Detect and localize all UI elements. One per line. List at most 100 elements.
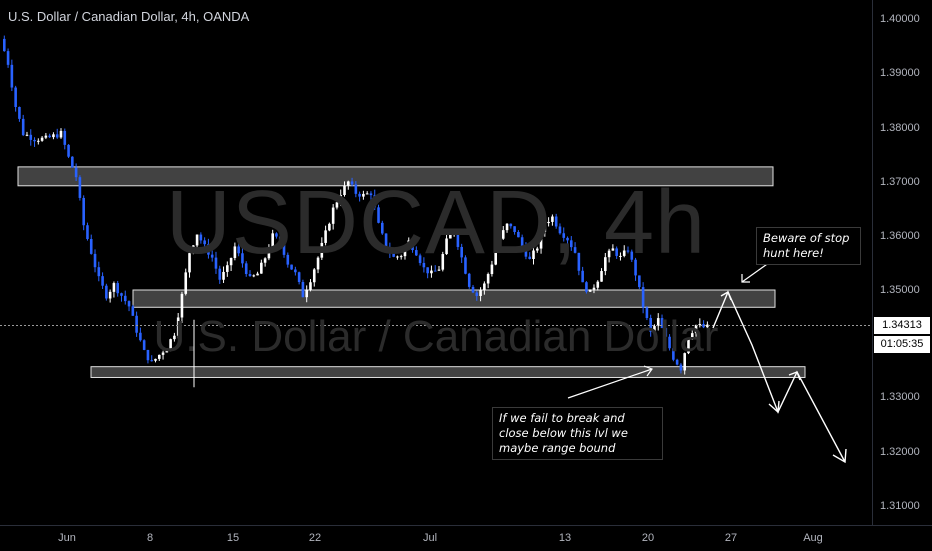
candle-body [354,184,358,194]
callout-arrows [567,261,771,399]
candle [139,327,142,342]
candle-body [297,272,301,283]
candle-body [78,177,82,198]
range-bound-note[interactable]: If we fail to break and close below this… [492,407,663,460]
candle [78,175,82,201]
candle-body [433,270,437,272]
candle-body [309,282,312,290]
candle-body [392,253,395,257]
candle [120,292,123,302]
candle-body [199,234,203,241]
candle-body [460,246,463,258]
candle-body [25,134,29,136]
candle-body [566,237,569,241]
candle-body [52,134,55,138]
candle-body [21,118,25,136]
candle-body [214,257,218,269]
candle-body [467,273,471,287]
candle [184,268,188,296]
candle-body [71,156,74,168]
time-tick: 20 [641,532,655,544]
candle-body [588,289,592,292]
candle-body [180,293,184,318]
candle [483,281,486,295]
candle [169,338,172,352]
candle [596,280,600,291]
zone-resistance[interactable] [17,166,774,187]
candle-body [139,332,142,341]
candle [86,222,89,241]
candle [471,284,475,294]
price-axis[interactable]: 1.40000 1.39000 1.38000 1.37000 1.36000 … [872,0,932,525]
candle-body [244,263,248,275]
candle-body [551,216,554,222]
candle-body [146,349,150,361]
candle-body [252,275,256,277]
candle-body [135,315,138,333]
candle-body [532,250,535,259]
time-tick: 15 [226,532,240,544]
candle [630,249,634,263]
candle-body [127,301,131,307]
candle [207,238,210,259]
candle [199,232,203,244]
candle-body [248,274,252,277]
candle-body [649,318,652,332]
candle [645,306,649,321]
candle [585,281,588,294]
candle [142,339,146,351]
candle-body [165,349,169,353]
candle-body [331,207,335,224]
candle [229,257,233,272]
projection-path [712,290,846,463]
candle-body [282,241,286,255]
stop-hunt-note[interactable]: Beware of stop hunt here! [756,227,861,265]
candle-body [373,195,377,208]
candle [112,281,116,298]
candle-body [346,181,350,186]
zone-support[interactable] [90,366,806,378]
candle-body [316,257,320,270]
candle [331,204,335,230]
candle [237,241,240,257]
candle [29,129,33,146]
candle [248,270,252,277]
candle [48,133,51,139]
candle [524,242,528,260]
zone-mid-support[interactable] [132,289,776,308]
candle-body [275,233,278,237]
candle-body [449,234,452,239]
candle-body [237,246,240,254]
candle [381,220,384,235]
candle-body [396,256,399,258]
candle-body [585,282,588,292]
candle-body [441,254,445,270]
candle [604,252,607,276]
candle [619,252,622,261]
candle [509,223,513,229]
candle [498,236,501,253]
candle-body [48,135,51,138]
candle-body [592,287,596,290]
time-axis[interactable]: Jun 8 15 22 Jul 13 20 27 Aug [0,525,932,551]
candle [392,249,395,258]
price-tick: 1.31000 [880,500,920,512]
candle-body [543,223,547,233]
candle [89,234,93,255]
candle [21,114,25,137]
candle-body [241,253,244,264]
candle-body [37,140,40,142]
candle [513,226,516,235]
candle-body [570,240,573,248]
candle-body [573,247,577,253]
candle-body [422,262,426,268]
candle [415,246,418,257]
candle-body [377,207,380,223]
candle-body [490,264,494,275]
candle-body [123,295,127,302]
candle [388,242,392,259]
price-tick: 1.38000 [880,122,920,134]
candle-body [562,233,566,238]
candle [116,280,119,297]
